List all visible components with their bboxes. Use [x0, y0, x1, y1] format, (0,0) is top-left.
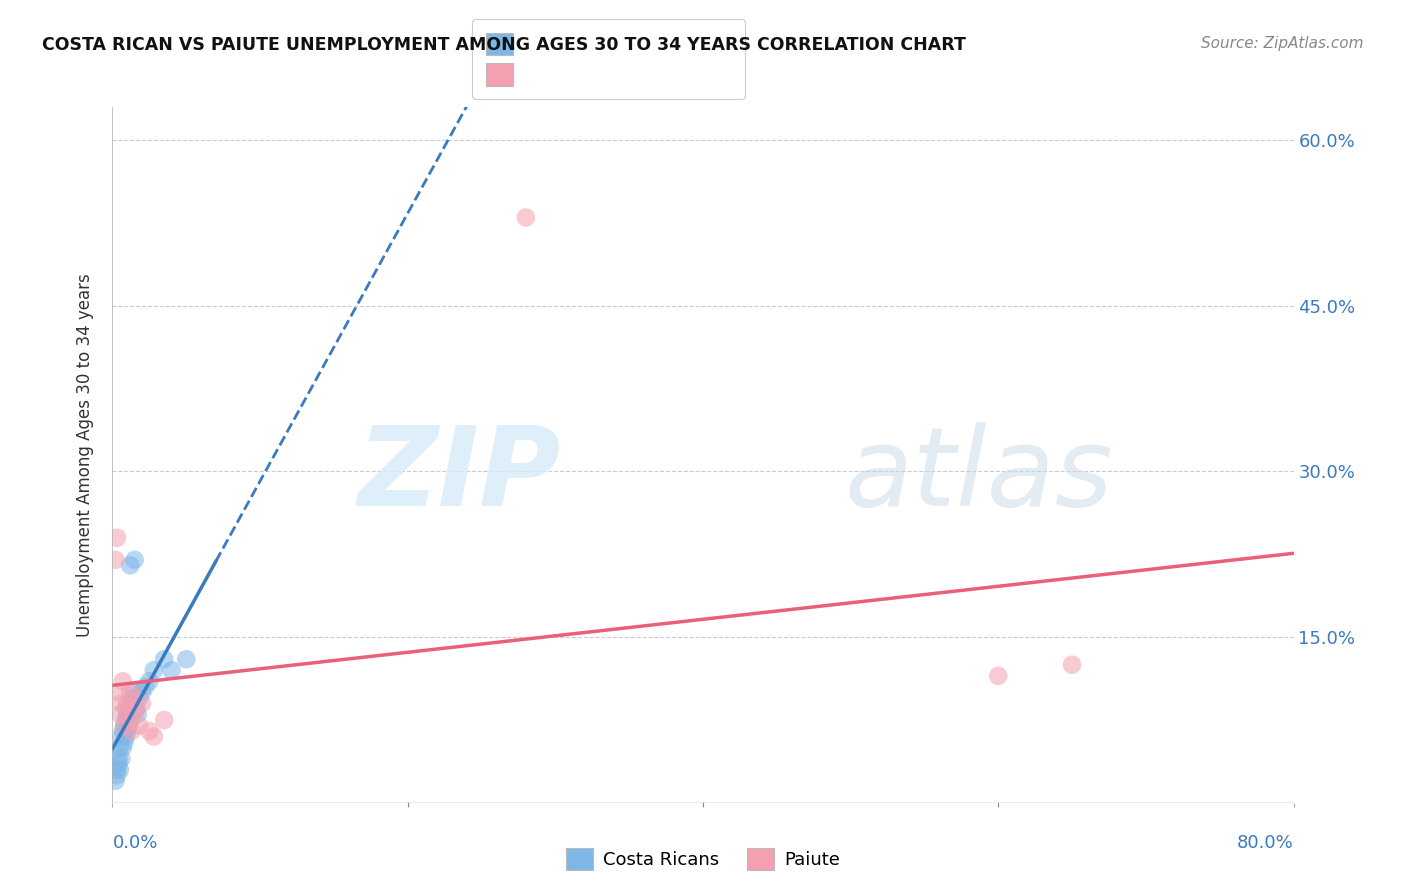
Point	[124, 553, 146, 567]
Point	[108, 707, 131, 722]
Text: R =: R =	[536, 80, 578, 99]
Point	[515, 211, 537, 225]
Point	[122, 707, 145, 722]
Point	[118, 718, 141, 732]
Text: 0.354: 0.354	[575, 80, 631, 99]
Point	[127, 707, 149, 722]
Text: COSTA RICAN VS PAIUTE UNEMPLOYMENT AMONG AGES 30 TO 34 YEARS CORRELATION CHART: COSTA RICAN VS PAIUTE UNEMPLOYMENT AMONG…	[42, 36, 966, 54]
Text: 0.181: 0.181	[575, 38, 631, 57]
Point	[138, 724, 160, 739]
Point	[111, 724, 134, 739]
Point	[987, 669, 1010, 683]
Text: 80.0%: 80.0%	[1237, 834, 1294, 852]
Point	[118, 713, 141, 727]
Point	[111, 740, 134, 755]
Point	[112, 718, 135, 732]
Point	[153, 652, 176, 666]
Text: R =: R =	[536, 38, 578, 57]
Point	[120, 558, 142, 573]
Point	[128, 690, 150, 705]
Point	[111, 674, 134, 689]
Point	[118, 702, 141, 716]
Point	[125, 702, 148, 716]
Point	[108, 763, 131, 777]
Point	[107, 757, 129, 772]
Point	[114, 702, 136, 716]
Point	[107, 685, 129, 699]
Point	[117, 724, 138, 739]
Point	[122, 690, 145, 705]
Point	[121, 724, 143, 739]
Point	[142, 663, 165, 677]
Point	[110, 697, 132, 711]
Point	[120, 713, 142, 727]
Point	[142, 730, 165, 744]
Point	[153, 713, 176, 727]
Point	[128, 718, 150, 732]
Point	[114, 713, 136, 727]
Point	[174, 652, 197, 666]
Legend: Costa Ricans, Paiute: Costa Ricans, Paiute	[558, 841, 848, 877]
Point	[1062, 657, 1084, 672]
Point	[134, 680, 156, 694]
Point	[131, 685, 153, 699]
Text: ZIP: ZIP	[357, 422, 561, 529]
Point	[107, 751, 129, 765]
Point	[138, 674, 160, 689]
Point	[112, 718, 135, 732]
Text: 35: 35	[692, 38, 716, 57]
Point	[112, 735, 135, 749]
Point	[114, 730, 136, 744]
Text: N =: N =	[650, 38, 693, 57]
Text: Source: ZipAtlas.com: Source: ZipAtlas.com	[1201, 36, 1364, 51]
Point	[125, 702, 148, 716]
Point	[105, 763, 128, 777]
Point	[117, 697, 138, 711]
Point	[124, 685, 146, 699]
Point	[160, 663, 183, 677]
Point	[105, 768, 128, 782]
Text: 20: 20	[692, 80, 716, 99]
Y-axis label: Unemployment Among Ages 30 to 34 years: Unemployment Among Ages 30 to 34 years	[76, 273, 94, 637]
Text: 0.0%: 0.0%	[112, 834, 157, 852]
Text: atlas: atlas	[845, 422, 1114, 529]
Point	[110, 730, 132, 744]
Point	[121, 697, 143, 711]
Point	[120, 685, 142, 699]
Point	[104, 553, 127, 567]
Point	[108, 740, 131, 755]
Point	[104, 773, 127, 788]
Text: N =: N =	[650, 80, 693, 99]
Point	[105, 531, 128, 545]
Point	[131, 697, 153, 711]
Point	[110, 751, 132, 765]
Point	[124, 690, 146, 705]
Point	[117, 707, 138, 722]
